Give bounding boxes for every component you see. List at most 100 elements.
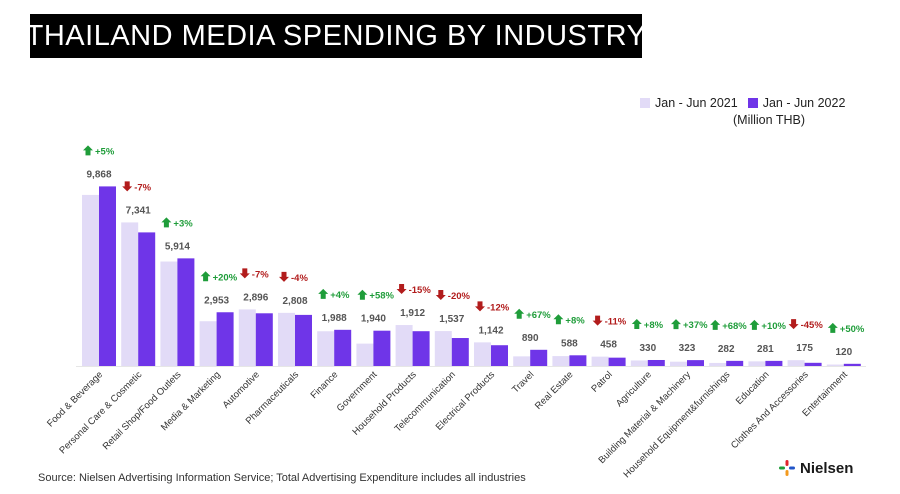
data-label: 1,537 — [439, 314, 464, 325]
bar-2021 — [356, 343, 374, 366]
change-label: -45% — [801, 320, 824, 331]
up-arrow-icon — [710, 319, 721, 330]
change-label: +67% — [526, 310, 551, 321]
up-arrow-icon — [827, 322, 838, 333]
change-label: +8% — [565, 315, 585, 326]
change-label: +8% — [644, 320, 664, 331]
up-arrow-icon — [749, 319, 760, 330]
change-label: +37% — [683, 320, 708, 331]
change-label: +3% — [173, 218, 193, 229]
data-label: 330 — [639, 343, 656, 354]
change-label: -12% — [487, 302, 510, 313]
data-label: 5,914 — [165, 241, 190, 252]
bar-2021 — [160, 261, 178, 366]
change-label: +10% — [761, 321, 786, 332]
bar-2021 — [238, 309, 256, 366]
down-arrow-icon — [279, 271, 289, 282]
up-arrow-icon — [671, 319, 681, 330]
down-arrow-icon — [435, 290, 446, 301]
down-arrow-icon — [788, 319, 799, 330]
bar-2022 — [138, 232, 156, 366]
bar-2022 — [99, 186, 116, 366]
chart-title: THAILAND MEDIA SPENDING BY INDUSTRY — [26, 14, 646, 58]
up-arrow-icon — [631, 318, 642, 329]
category-label: Clothes And Accessories — [729, 369, 811, 451]
change-label: +20% — [213, 272, 238, 283]
up-arrow-icon — [161, 217, 172, 228]
bar-2021 — [434, 331, 452, 366]
up-arrow-icon — [318, 288, 329, 299]
up-arrow-icon — [514, 308, 525, 319]
legend-item-2021: Jan - Jun 2021 — [640, 96, 738, 110]
bar-2022 — [647, 359, 665, 366]
change-label: -7% — [252, 269, 269, 280]
bar-2022 — [530, 349, 548, 366]
change-label: +68% — [722, 321, 747, 332]
bar-2021 — [199, 321, 217, 366]
bar-2021 — [395, 325, 413, 366]
bar-2021 — [552, 356, 570, 366]
data-label: 2,953 — [204, 295, 229, 306]
bar-2022 — [491, 345, 508, 366]
data-label: 1,988 — [322, 313, 347, 324]
source-note: Source: Nielsen Advertising Information … — [38, 472, 526, 484]
change-label: +4% — [330, 290, 350, 301]
bar-2022 — [177, 258, 195, 366]
up-arrow-icon — [83, 145, 93, 156]
data-label: 588 — [561, 338, 578, 349]
data-label: 323 — [679, 343, 696, 354]
brand-logo: Nielsen — [778, 458, 853, 478]
change-label: -4% — [291, 273, 308, 284]
change-label: -7% — [134, 182, 151, 193]
change-label: +50% — [840, 324, 865, 335]
down-arrow-icon — [396, 284, 407, 295]
bar-2021 — [630, 360, 648, 366]
change-label: -11% — [605, 317, 627, 328]
bar-2021 — [591, 356, 609, 366]
category-label: Agriculture — [614, 369, 654, 409]
bar-2021 — [826, 364, 844, 366]
down-arrow-icon — [122, 181, 133, 192]
bar-2022 — [334, 329, 352, 366]
category-label: Real Estate — [533, 369, 576, 412]
legend-entries: Jan - Jun 2021 Jan - Jun 2022 — [640, 95, 870, 111]
bar-2021 — [670, 361, 687, 366]
data-label: 7,341 — [126, 205, 151, 216]
change-label: +5% — [95, 146, 115, 157]
bar-2022 — [765, 360, 783, 366]
data-label: 458 — [600, 340, 617, 351]
bar-2022 — [373, 330, 391, 366]
bar-2022 — [726, 360, 744, 366]
legend-swatch-2022 — [747, 98, 758, 108]
category-label: Travel — [510, 369, 536, 395]
data-label: 1,940 — [361, 314, 386, 325]
change-label: -15% — [409, 285, 432, 296]
data-label: 9,868 — [86, 169, 111, 180]
up-arrow-icon — [357, 289, 368, 300]
legend-label-2022: Jan - Jun 2022 — [762, 96, 846, 110]
bar-2022 — [843, 363, 861, 366]
change-label: +58% — [369, 291, 394, 302]
bar-2021 — [474, 342, 491, 366]
category-label: Finance — [309, 369, 341, 401]
bar-2022 — [608, 357, 626, 366]
bar-2021 — [513, 356, 531, 366]
legend-swatch-2021 — [640, 98, 650, 108]
bar-2021 — [82, 194, 99, 366]
category-label: Automotive — [221, 369, 262, 410]
bar-2021 — [709, 362, 727, 366]
down-arrow-icon — [592, 315, 603, 326]
bar-2021 — [748, 361, 766, 366]
bar-2022 — [804, 362, 822, 366]
bar-2021 — [787, 360, 805, 366]
data-label: 175 — [796, 343, 813, 354]
data-label: 120 — [835, 347, 852, 358]
up-arrow-icon — [200, 271, 211, 282]
brand-name: Nielsen — [800, 459, 854, 477]
legend-item-2022: Jan - Jun 2022 — [747, 96, 846, 110]
bar-2021 — [317, 331, 335, 366]
data-label: 281 — [757, 344, 774, 355]
bar-2021 — [278, 312, 295, 366]
down-arrow-icon — [475, 301, 485, 312]
